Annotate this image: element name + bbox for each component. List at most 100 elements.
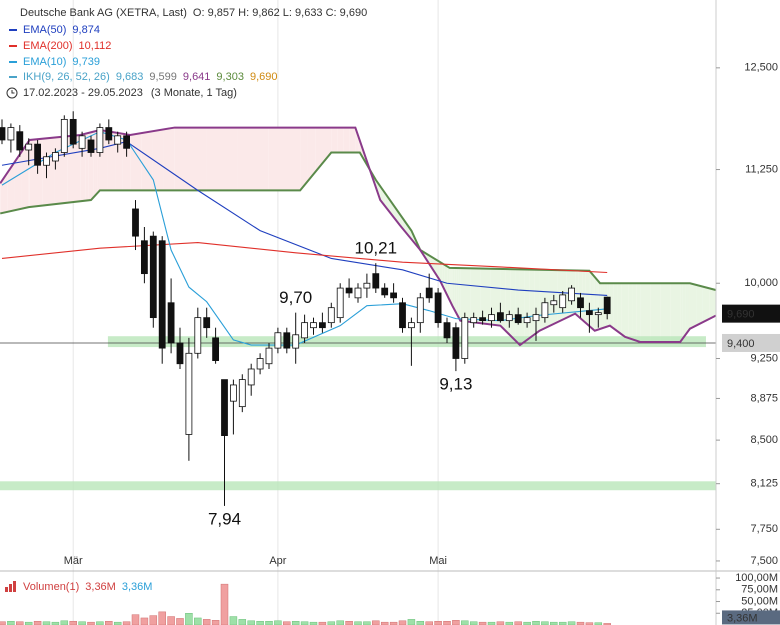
cloud-fill (524, 269, 530, 342)
cloud-fill (680, 283, 683, 342)
cloud-fill (442, 263, 445, 291)
volume-value: 3,36M (85, 581, 116, 593)
volume-bar (300, 621, 309, 625)
volume-bar (407, 619, 416, 625)
candle-body (140, 240, 148, 275)
candle-body (390, 292, 397, 299)
title: Deutsche Bank AG (XETRA, Last) (20, 7, 187, 19)
candle-body (399, 302, 406, 329)
cloud-fill (585, 270, 590, 327)
candle-body (256, 358, 264, 370)
y-tick-label: 12,500 (744, 62, 778, 74)
legend-value: 9,690 (250, 71, 278, 83)
volume-bar (265, 620, 273, 625)
candle-body (185, 352, 193, 435)
volume-bar (514, 621, 522, 625)
ema-line (1, 242, 608, 274)
price-label: 9,690 (727, 309, 755, 321)
volume-bar (416, 620, 425, 625)
cloud-fill (355, 127, 357, 153)
cloud-fill (590, 272, 593, 329)
volume-bar (229, 616, 238, 625)
date-range: 17.02.2023 - 29.05.2023 (3 Monate, 1 Tag) (23, 87, 237, 99)
volume-bar (327, 621, 336, 625)
cloud-fill (515, 269, 520, 346)
cloud-fill (14, 151, 22, 211)
volume-bar (567, 621, 576, 625)
cloud-fill (685, 283, 688, 336)
cloud-fill (594, 276, 597, 331)
candle-body (336, 287, 344, 319)
cloud-fill (490, 268, 501, 326)
legend-name: EMA(10) (23, 56, 66, 68)
volume-bar (478, 621, 487, 625)
cloud-fill (452, 267, 455, 310)
legend-name: IKH(9, 26, 52, 26) (23, 71, 110, 83)
volume-bar (469, 621, 478, 625)
candle-body (310, 322, 317, 329)
volume-bar (291, 620, 300, 625)
cloud-fill (307, 127, 316, 181)
y-tick-label: 8,500 (750, 434, 778, 446)
cloud-fill (592, 273, 594, 330)
candle-body (123, 135, 130, 149)
volume-icon (5, 587, 8, 592)
cloud-fill (454, 268, 457, 314)
annotation: 10,21 (355, 239, 398, 258)
legend-value: 9,599 (149, 71, 177, 83)
candle-body (149, 235, 157, 319)
legend-name: EMA(50) (23, 24, 66, 36)
candle-body (603, 296, 611, 315)
annotation: 9,70 (279, 288, 312, 307)
cloud-fill (539, 269, 549, 331)
candle-body (229, 384, 237, 402)
ema-line (1, 141, 608, 297)
volume-bar (202, 619, 211, 625)
cloud-fill (315, 127, 324, 172)
volume-bar (140, 617, 149, 625)
y-tick-label: 7,750 (750, 523, 778, 535)
candle-body (7, 127, 15, 141)
candle-body (496, 312, 504, 322)
legend-entry: IKH(9, 26, 52, 26) 9,683 9,599 9,641 9,303 9,… (23, 71, 277, 83)
cloud-fill (152, 129, 164, 191)
volume-bar (131, 614, 140, 625)
candle-body (292, 334, 300, 349)
volume-bar (576, 621, 585, 625)
volume-bar (443, 620, 451, 625)
candle-body (194, 317, 202, 354)
legend-value: 9,683 (116, 71, 144, 83)
candle-body (167, 302, 175, 344)
candle-body (425, 287, 433, 299)
volume-bar (238, 619, 247, 625)
cloud-fill (519, 269, 525, 346)
cloud-fill (163, 127, 175, 191)
candle-body (541, 302, 549, 319)
cloud-fill (331, 127, 338, 153)
candle-body (221, 379, 228, 436)
candle-body (69, 118, 77, 145)
volume-bar (532, 620, 540, 625)
cloud-fill (449, 267, 451, 302)
cloud-fill (598, 281, 601, 330)
volume-bar (372, 620, 380, 625)
legend: Deutsche Bank AG (XETRA, Last) O: 9,857 H… (6, 7, 367, 99)
candle-body (105, 127, 113, 141)
candle-body (345, 287, 353, 294)
volume-bar (7, 620, 15, 625)
candle-body (523, 317, 531, 324)
cloud-fill (456, 268, 459, 317)
cloud-fill (480, 268, 491, 325)
cloud-fill (529, 269, 535, 338)
volume-bar (380, 621, 389, 625)
candle-body (203, 317, 211, 329)
cloud-fill (450, 267, 452, 303)
candle-body (363, 282, 371, 289)
volume-bar (211, 620, 220, 625)
cloud-fill (21, 141, 29, 209)
candle-body (114, 135, 122, 145)
candle-body (479, 317, 486, 322)
candle-body (51, 152, 59, 162)
volume-bar (487, 621, 496, 625)
legend-value: 9,641 (183, 71, 211, 83)
